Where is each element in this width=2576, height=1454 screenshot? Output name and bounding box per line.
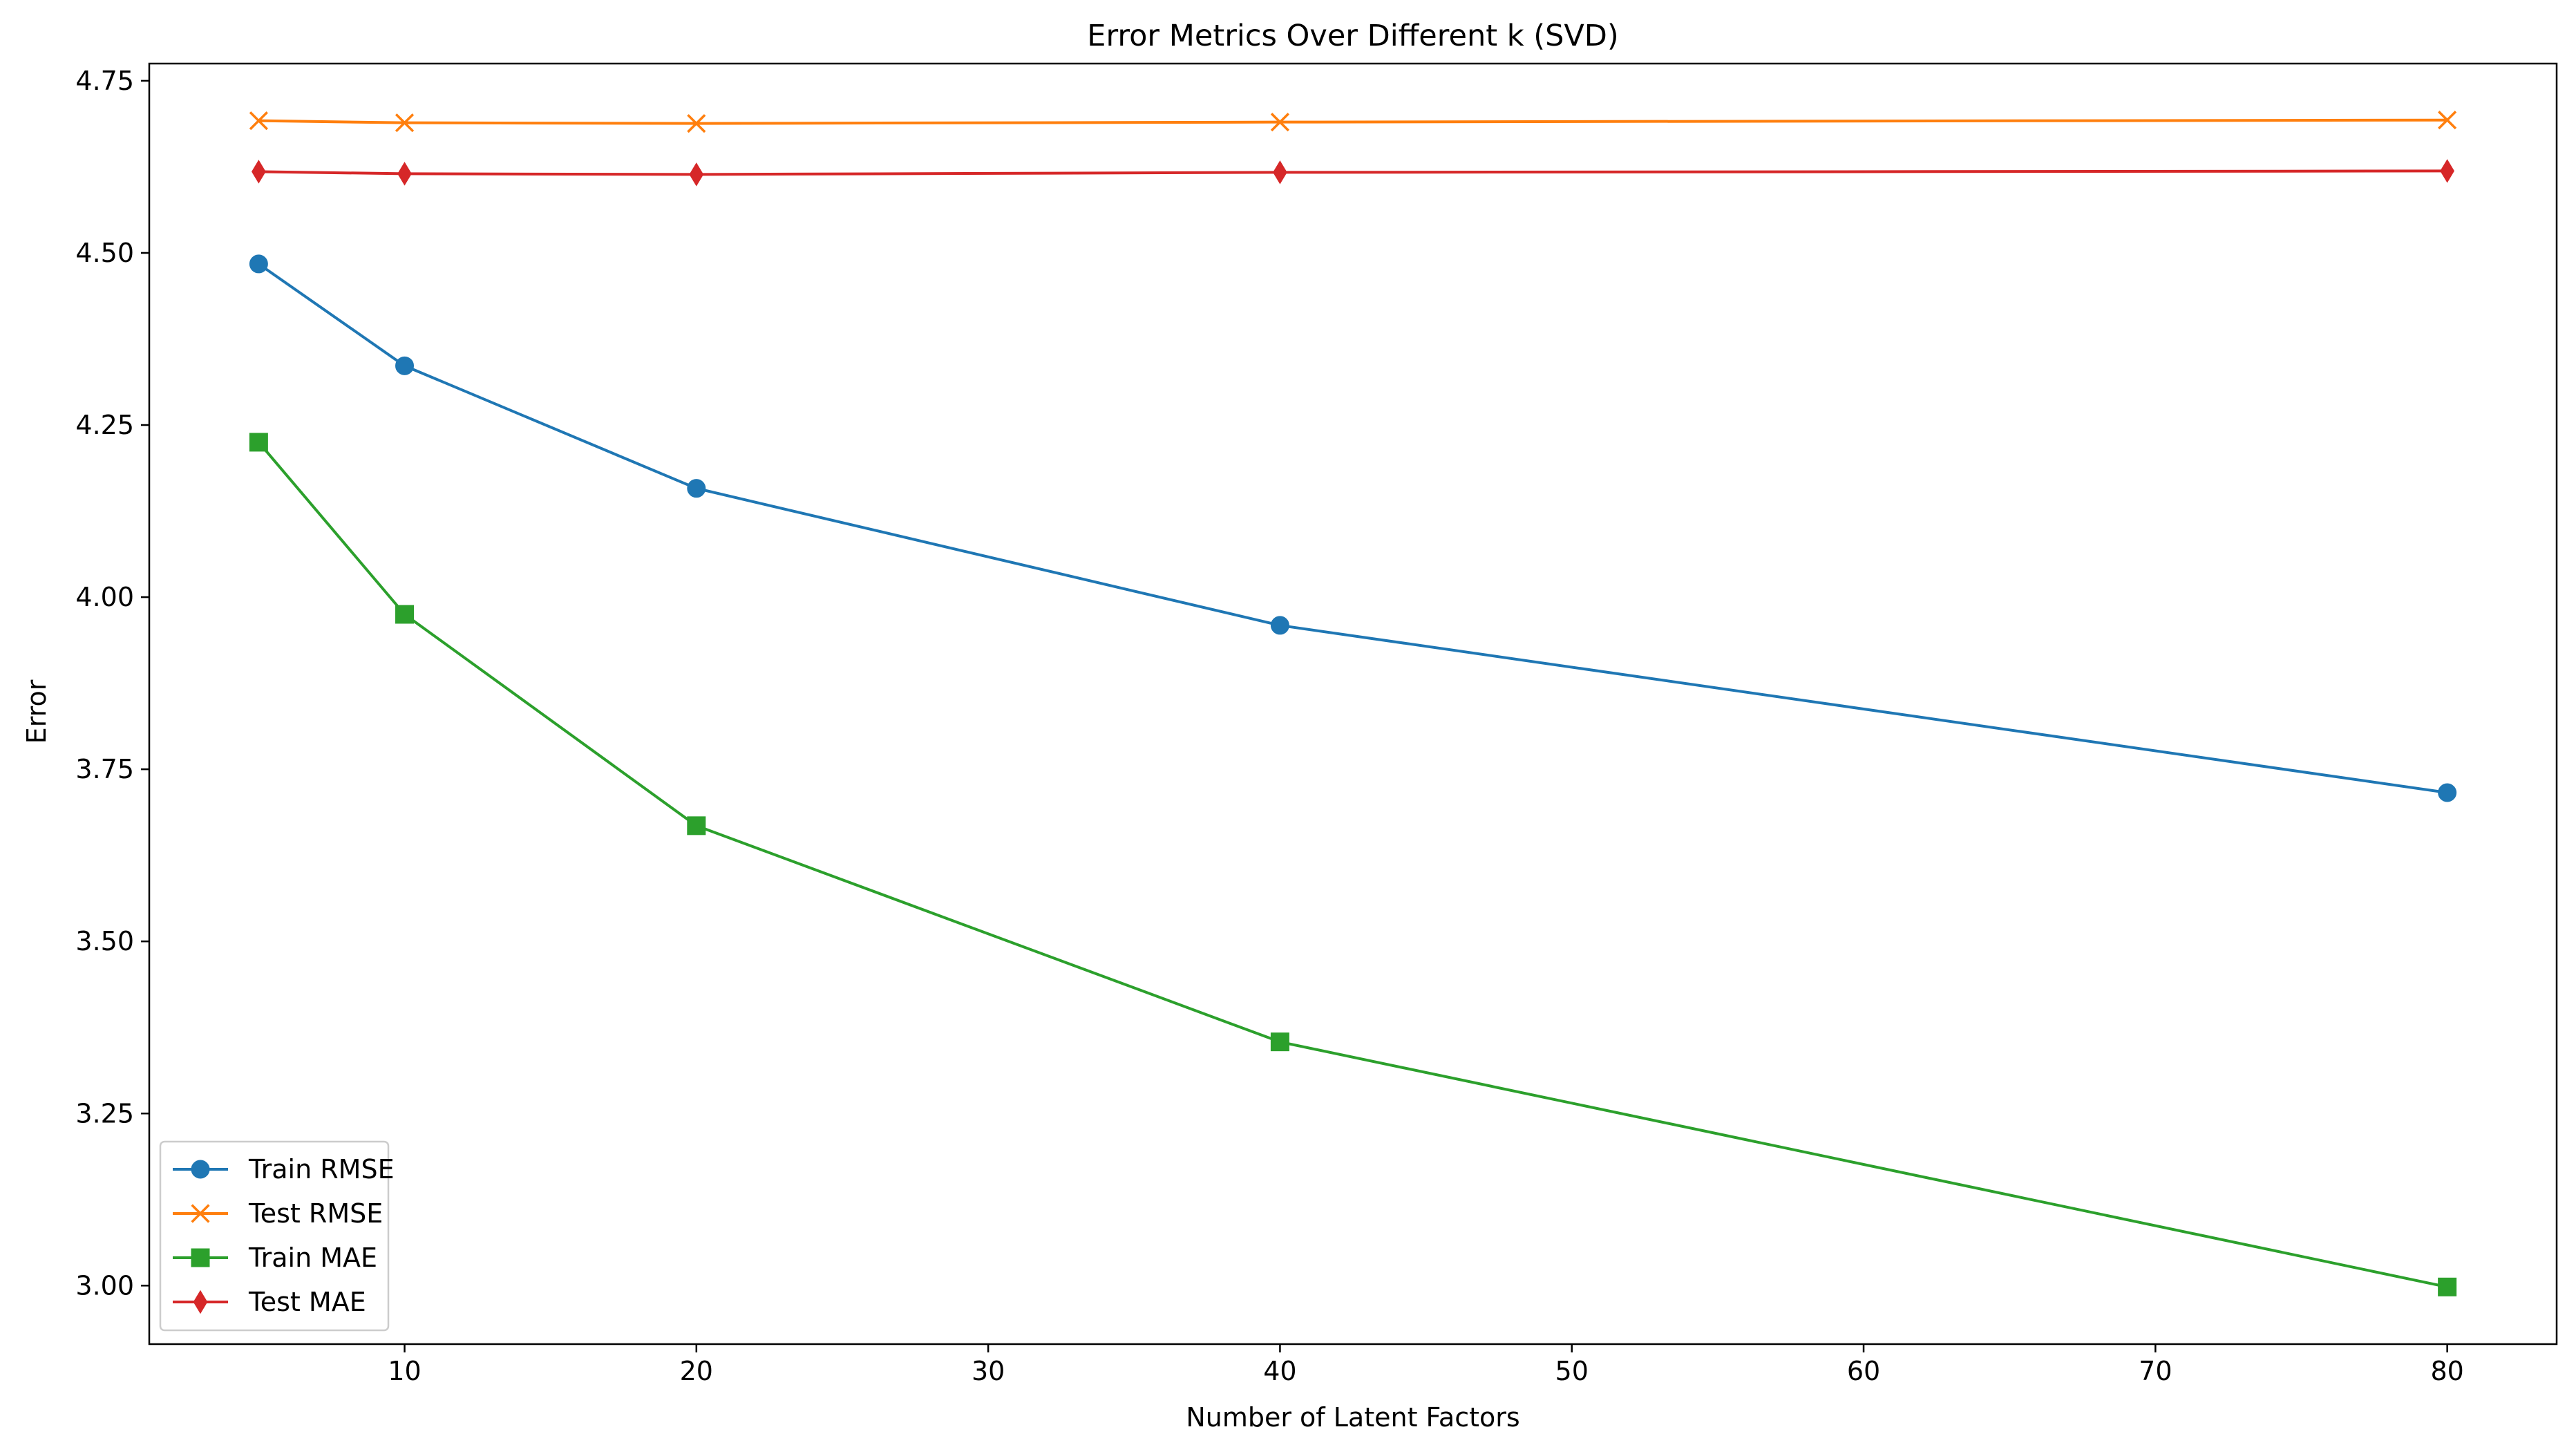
y-tick-label: 4.75 (75, 66, 134, 96)
y-tick-label: 4.50 (75, 238, 134, 268)
square-marker (395, 605, 415, 624)
chart-title: Error Metrics Over Different k (SVD) (1087, 19, 1618, 53)
x-marker (2438, 111, 2457, 130)
legend-label: Train RMSE (248, 1154, 395, 1184)
x-axis-label: Number of Latent Factors (1186, 1402, 1519, 1433)
x-tick-label: 40 (1263, 1356, 1296, 1386)
y-tick-label: 3.75 (75, 754, 134, 784)
y-tick-label: 3.50 (75, 926, 134, 956)
x-marker (249, 111, 268, 131)
legend-box (159, 1140, 390, 1332)
diamond-marker (193, 1290, 208, 1314)
diamond-marker (397, 162, 412, 186)
series-train-rmse (249, 254, 2457, 802)
x-tick-label: 20 (680, 1356, 713, 1386)
x-marker (395, 113, 415, 133)
diamond-marker (252, 160, 266, 184)
legend: Train RMSE Test RMSE Train MAE Test MAE (159, 1140, 395, 1332)
plot-area-frame (148, 62, 2558, 1346)
square-marker (687, 816, 706, 835)
y-tick-label: 4.25 (75, 410, 134, 440)
x-tick-label: 60 (1847, 1356, 1880, 1386)
legend-entry: Test RMSE (173, 1198, 383, 1229)
square-marker (191, 1248, 210, 1267)
circle-marker (687, 479, 706, 498)
circle-marker (1270, 616, 1289, 635)
square-marker (249, 433, 268, 452)
diamond-marker (689, 162, 704, 187)
square-marker (1270, 1032, 1289, 1052)
circle-marker (191, 1160, 210, 1179)
circle-marker (2438, 783, 2457, 802)
y-axis-label: Error (21, 679, 52, 744)
x-marker (687, 114, 706, 133)
diamond-marker (1273, 160, 1287, 185)
circle-marker (395, 356, 415, 375)
legend-label: Train MAE (248, 1243, 377, 1273)
axis-ticks: 10 20 30 40 50 60 70 80 3.00 3.25 3.50 3.75 4.00 4.25… (75, 66, 2463, 1386)
legend-label: Test MAE (248, 1287, 366, 1317)
y-tick-label: 3.00 (75, 1270, 134, 1301)
legend-label: Test RMSE (248, 1198, 383, 1229)
legend-entry: Train RMSE (173, 1154, 395, 1184)
y-tick-label: 4.00 (75, 582, 134, 612)
series-layer (249, 111, 2457, 1296)
x-marker (1270, 113, 1290, 132)
series-test-mae (252, 159, 2454, 187)
series-train-mae (249, 433, 2457, 1296)
legend-entry: Train MAE (173, 1243, 377, 1273)
circle-marker (249, 254, 268, 274)
x-tick-label: 70 (2139, 1356, 2172, 1386)
y-tick-label: 3.25 (75, 1098, 134, 1129)
series-test-rmse (249, 111, 2457, 133)
square-marker (2438, 1277, 2457, 1296)
x-tick-label: 50 (1555, 1356, 1589, 1386)
diamond-marker (2440, 159, 2454, 183)
x-tick-label: 30 (972, 1356, 1005, 1386)
legend-entry: Test MAE (173, 1287, 366, 1317)
x-tick-label: 10 (388, 1356, 421, 1386)
x-tick-label: 80 (2430, 1356, 2463, 1386)
x-marker (191, 1204, 210, 1223)
